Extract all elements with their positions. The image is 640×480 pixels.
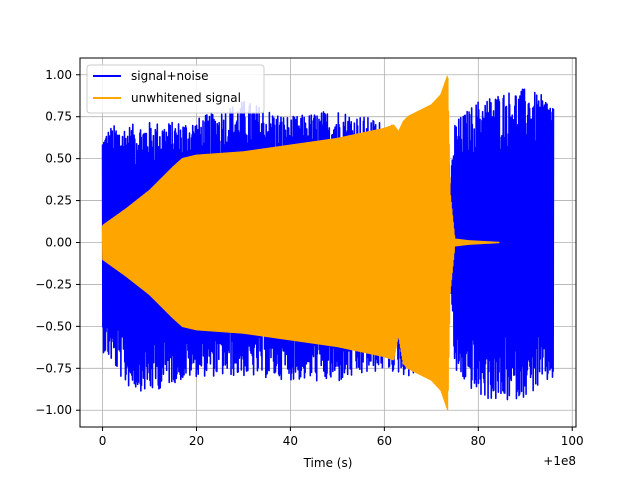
x-tick-label: 40	[283, 434, 298, 448]
legend-label-unwhitened-signal: unwhitened signal	[131, 91, 241, 105]
x-tick-label: 60	[377, 434, 392, 448]
x-tick-label: 0	[99, 434, 107, 448]
series-line-unwhitened-signal	[101, 75, 500, 411]
y-tick-label: 0.00	[45, 236, 72, 250]
x-axis-label: Time (s)	[303, 456, 353, 470]
y-tick-label: 0.25	[45, 194, 72, 208]
legend-label-signal-noise: signal+noise	[131, 69, 208, 83]
y-tick-label: −0.75	[35, 361, 72, 375]
y-tick-label: −0.25	[35, 277, 72, 291]
x-tick-label: 20	[189, 434, 204, 448]
y-tick-label: −0.50	[35, 319, 72, 333]
y-tick-label: 0.50	[45, 152, 72, 166]
y-tick-label: 1.00	[45, 68, 72, 82]
x-tick-label: 80	[471, 434, 486, 448]
legend-box	[86, 64, 265, 114]
x-offset-label: +1e8	[543, 454, 576, 468]
y-tick-label: 0.75	[45, 110, 72, 124]
legend: signal+noise unwhitened signal	[86, 64, 265, 114]
series-layer	[101, 75, 555, 411]
x-tick-label: 100	[561, 434, 584, 448]
y-axis: −1.00 −0.75 −0.50 −0.25 0.00 0.25 0.50 0.75 1.00	[35, 68, 80, 417]
x-axis: 0 20 40 60 80 100	[99, 427, 584, 448]
y-tick-label: −1.00	[35, 403, 72, 417]
